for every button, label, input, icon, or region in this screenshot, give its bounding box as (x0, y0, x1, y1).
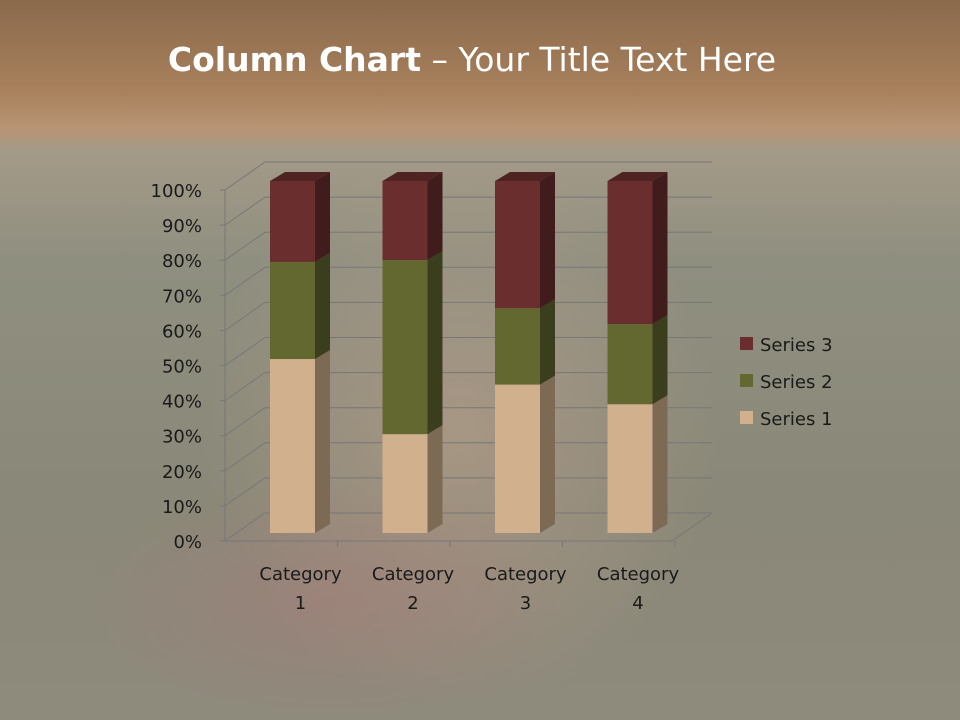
y-tick-label: 80% (162, 251, 202, 272)
bar-side (427, 251, 443, 435)
bar-side (652, 395, 668, 533)
y-tick-label: 10% (162, 497, 202, 518)
y-tick-label: 20% (162, 462, 202, 483)
bar-front (270, 261, 315, 360)
bar-front (382, 181, 428, 261)
bar-front (607, 404, 653, 533)
bar-front (495, 308, 540, 385)
title-rest: – Your Title Text Here (420, 40, 777, 79)
x-category-label: Category (597, 564, 680, 585)
bar-top (607, 172, 668, 181)
gridline (224, 337, 712, 366)
bar-front (495, 181, 540, 309)
bar-side (315, 350, 330, 533)
bar-side (540, 172, 555, 309)
y-tick-label: 40% (162, 392, 202, 413)
y-tick-label: 100% (151, 181, 202, 202)
gridline (224, 266, 712, 296)
bar-top (495, 172, 555, 181)
bar-side (315, 172, 330, 262)
gridline (224, 301, 712, 331)
y-tick-label: 60% (162, 321, 202, 342)
bar-side (315, 252, 330, 360)
bar-front (382, 434, 428, 533)
legend-label: Series 2 (760, 372, 833, 393)
y-tick-label: 90% (162, 216, 202, 237)
bar-side (427, 172, 443, 261)
x-category-label: Category (484, 564, 567, 585)
bar-side (652, 172, 668, 325)
bar-front (270, 359, 315, 533)
gridline (224, 477, 712, 507)
gridline (224, 407, 712, 437)
gridline (224, 442, 712, 472)
x-category-label: Category (372, 564, 455, 585)
legend-swatch (740, 374, 753, 387)
bar-front (382, 260, 428, 435)
legend-label: Series 1 (760, 409, 833, 430)
bar-side (427, 425, 443, 533)
y-tick-label: 30% (162, 427, 202, 448)
gridline (224, 161, 712, 191)
y-tick-label: 50% (162, 357, 202, 378)
legend-label: Series 3 (760, 335, 833, 356)
y-tick-label: 0% (173, 532, 202, 553)
bar-top (270, 172, 330, 181)
gridline (224, 512, 712, 542)
x-category-label: 4 (632, 593, 643, 614)
floor-edge (225, 512, 713, 542)
x-category-label: 3 (520, 593, 531, 614)
gridline (224, 372, 712, 402)
legend-swatch (740, 337, 753, 350)
gridline (224, 196, 712, 226)
bar-front (607, 181, 653, 325)
bar-side (540, 299, 555, 385)
title-bold: Column Chart (167, 40, 421, 79)
x-category-label: 1 (295, 593, 306, 614)
bar-side (652, 315, 668, 405)
bar-top (382, 172, 443, 181)
y-tick-label: 70% (162, 286, 202, 307)
x-category-label: Category (259, 564, 342, 585)
slide-title: Column Chart – Your Title Text Here (0, 40, 944, 79)
bar-front (495, 384, 540, 533)
bar-front (607, 324, 653, 405)
gridline (224, 231, 712, 261)
legend-swatch (740, 411, 753, 424)
bar-side (540, 375, 555, 533)
bar-front (270, 181, 315, 262)
x-category-label: 2 (407, 593, 418, 614)
